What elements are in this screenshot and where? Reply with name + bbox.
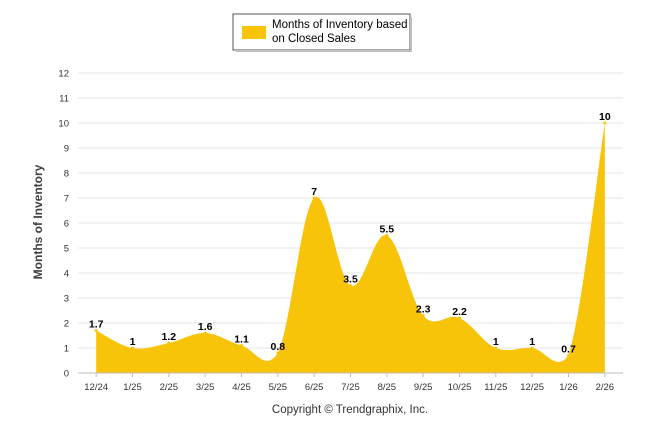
legend-label-line-1: Months of Inventory based (272, 19, 408, 31)
x-tick-label: 2/26 (596, 382, 615, 393)
grid-lines (78, 72, 623, 374)
series-area (96, 123, 605, 373)
y-tick-label: 12 (58, 69, 69, 80)
x-tick-label: 8/25 (378, 382, 397, 393)
data-label: 1.7 (89, 319, 104, 331)
x-tick-label: 7/25 (341, 382, 360, 393)
y-tick-label: 2 (64, 319, 69, 330)
data-label: 3.5 (343, 274, 358, 286)
data-point (276, 351, 280, 355)
data-label: 1.2 (162, 331, 177, 343)
data-point (421, 314, 425, 317)
y-tick-label: 4 (64, 269, 69, 280)
data-label: 10 (599, 111, 611, 123)
y-tick-label: 11 (59, 94, 69, 105)
data-label: 0.8 (271, 341, 286, 353)
data-label: 1.6 (198, 321, 213, 333)
data-point (312, 196, 316, 200)
x-tick-label: 10/25 (448, 382, 472, 393)
x-tick-label: 2/25 (160, 382, 179, 393)
x-tick-label: 1/26 (559, 382, 578, 393)
data-point (567, 354, 570, 357)
data-label: 1.1 (234, 334, 249, 346)
data-label: 2.2 (452, 306, 467, 318)
data-label: 1 (493, 336, 499, 348)
data-point (458, 316, 461, 320)
y-tick-label: 5 (64, 244, 69, 255)
x-tick-label: 4/25 (232, 382, 251, 393)
data-point (203, 331, 207, 335)
data-label: 5.5 (380, 224, 395, 236)
x-tick-label: 9/25 (414, 382, 433, 393)
data-label: 7 (311, 186, 317, 198)
data-labels: 1.7 1 1.2 1.6 1.1 0.8 7 3.5 5.5 2.3 2.2 1 1 0.7 10 (89, 111, 611, 356)
data-point (530, 346, 534, 350)
legend-label-line-2: on Closed Sales (272, 33, 356, 45)
x-axis: 12/24 1/25 2/25 3/25 4/25 5/25 6/25 7/25 8/25 9/2… (84, 373, 614, 393)
y-tick-label: 7 (64, 194, 69, 205)
data-point (603, 121, 607, 125)
data-label: 0.7 (561, 344, 576, 356)
data-point (131, 346, 134, 350)
data-label: 1 (130, 336, 136, 348)
x-tick-label: 12/25 (520, 382, 544, 393)
area-series (94, 121, 607, 373)
x-tick-label: 1/25 (123, 382, 142, 393)
y-tick-label: 10 (58, 119, 69, 130)
y-tick-label: 1 (64, 344, 69, 355)
y-tick-label: 6 (64, 219, 69, 230)
x-tick-label: 5/25 (269, 382, 288, 393)
legend-shadow-bottom (236, 50, 412, 52)
data-point (349, 284, 352, 287)
data-point (385, 234, 389, 237)
data-point (167, 341, 171, 345)
y-tick-label: 9 (64, 144, 69, 155)
x-tick-label: 12/24 (84, 382, 108, 393)
legend-shadow-right (410, 17, 412, 52)
data-label: 2.3 (416, 304, 431, 316)
legend: Months of Inventory based on Closed Sale… (232, 13, 412, 52)
copyright-footer: Copyright © Trendgraphix, Inc. (272, 404, 428, 416)
legend-swatch (242, 26, 266, 39)
data-point (240, 344, 243, 347)
data-point (494, 346, 498, 350)
x-tick-label: 3/25 (196, 382, 215, 393)
y-tick-label: 0 (64, 369, 69, 380)
data-label: 1 (529, 336, 535, 348)
data-point (94, 329, 98, 332)
x-tick-label: 11/25 (484, 382, 507, 393)
x-tick-label: 6/25 (305, 382, 324, 393)
y-axis-title: Months of Inventory (31, 164, 45, 279)
y-tick-label: 3 (64, 294, 69, 305)
y-tick-label: 8 (64, 169, 69, 180)
